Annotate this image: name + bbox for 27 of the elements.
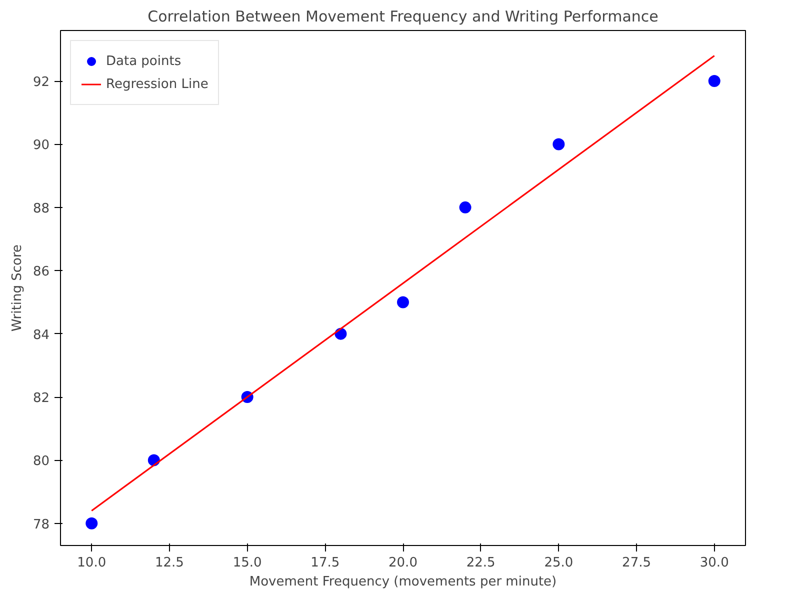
x-tick-label: 20.0	[388, 556, 418, 570]
point	[86, 517, 98, 530]
x-tick-label: 17.5	[310, 556, 340, 570]
y-tick-label: 86	[32, 264, 50, 280]
x-tick-label: 25.0	[544, 556, 574, 570]
x-tick-label: 30.0	[700, 556, 729, 570]
point	[397, 296, 409, 308]
y-tick-label: 84	[32, 328, 50, 343]
y-tick-label: 78	[32, 517, 50, 532]
legend-label: Data points	[106, 54, 182, 68]
legend-label: Regression Line	[106, 76, 208, 92]
chart-title: Correlation Between Movement Frequency and Writing Performance	[148, 8, 658, 26]
y-tick-label: 90	[32, 138, 50, 154]
point	[708, 75, 720, 88]
x-axis-title: Movement Frequency (movements per minute)	[249, 574, 557, 590]
x-tick-label: 27.5	[622, 556, 652, 570]
y-axis-title: Writing Score	[10, 244, 25, 332]
x-tick-label: 12.5	[155, 556, 184, 570]
y-tick-label: 88	[32, 201, 50, 216]
y-tick-label: 80	[32, 454, 50, 470]
point	[459, 201, 472, 214]
point	[552, 138, 565, 150]
y-tick-label: 82	[32, 391, 50, 406]
x-tick-label: 10.0	[77, 556, 106, 570]
x-tick-label: 15.0	[232, 556, 262, 570]
y-tick-label: 92	[32, 75, 50, 90]
x-tick-label: 22.5	[466, 556, 496, 570]
